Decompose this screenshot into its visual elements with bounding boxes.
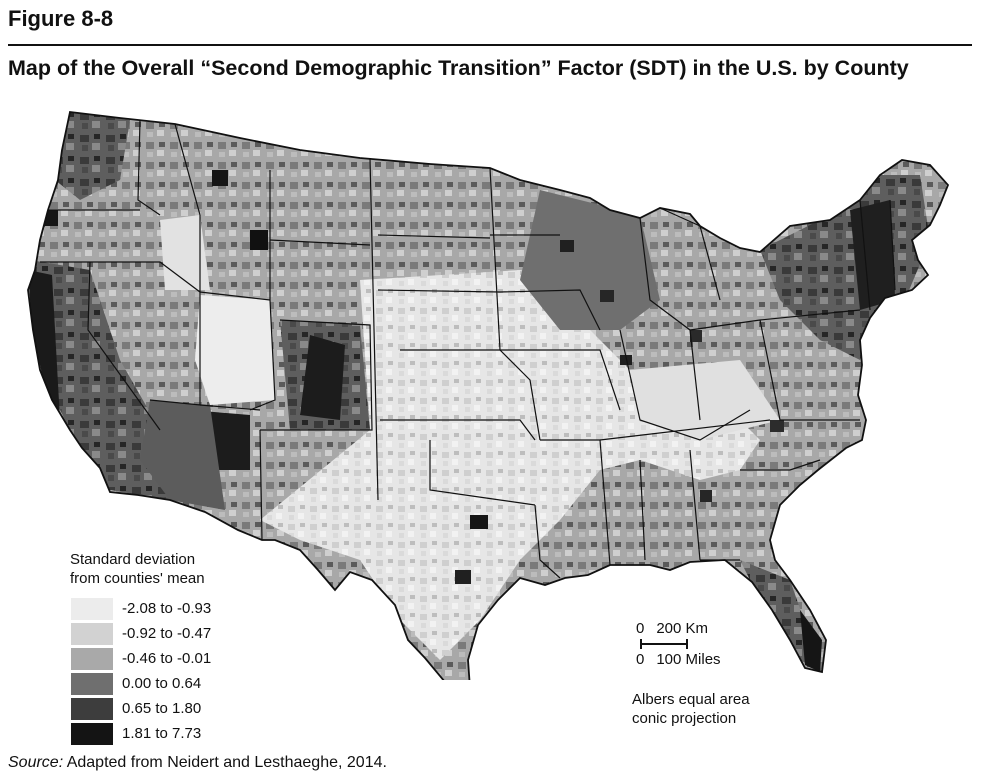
scale-mi-zero: 0 — [636, 651, 645, 668]
legend-item: -0.92 to -0.47 — [70, 621, 211, 646]
legend-item: 0.65 to 1.80 — [70, 696, 211, 721]
legend-swatch — [70, 596, 114, 621]
scale-mi-label: 100 Miles — [656, 651, 721, 668]
legend-items: -2.08 to -0.93 -0.92 to -0.47 -0.46 to -… — [70, 596, 211, 746]
scale-bar-graphic — [640, 639, 688, 649]
legend-label: -0.92 to -0.47 — [122, 625, 212, 642]
legend-item: -0.46 to -0.01 — [70, 646, 211, 671]
legend-title-line-1: Standard deviation — [70, 551, 196, 568]
legend-label: 0.00 to 0.64 — [122, 675, 202, 692]
projection-note: Albers equal area conic projection — [632, 690, 750, 728]
legend-item: 0.00 to 0.64 — [70, 671, 211, 696]
legend-label: -0.46 to -0.01 — [122, 650, 212, 667]
figure-title: Map of the Overall “Second Demographic T… — [8, 56, 909, 80]
legend-swatch — [70, 721, 114, 746]
legend-swatch — [70, 621, 114, 646]
figure-label: Figure 8-8 — [8, 6, 114, 31]
legend-swatch — [70, 696, 114, 721]
legend-label: -2.08 to -0.93 — [122, 600, 212, 617]
scale-km-zero: 0 — [636, 620, 645, 637]
us-county-map — [27, 111, 949, 680]
legend-item: -2.08 to -0.93 — [70, 596, 211, 621]
scale-bar: 0 200 Km 0 100 Miles — [636, 620, 721, 668]
legend-title-line-2: from counties' mean — [70, 570, 205, 587]
source-text: Adapted from Neidert and Lesthaeghe, 201… — [66, 754, 387, 771]
scale-km-label: 200 Km — [656, 620, 709, 637]
source-note: Source: Adapted from Neidert and Lesthae… — [8, 754, 387, 772]
legend-swatch — [70, 671, 114, 696]
legend-title: Standard deviation from counties' mean — [70, 550, 211, 588]
projection-line-1: Albers equal area — [632, 691, 750, 708]
map-legend: Standard deviation from counties' mean -… — [70, 550, 211, 746]
legend-label: 0.65 to 1.80 — [122, 700, 202, 717]
legend-swatch — [70, 646, 114, 671]
legend-label: 1.81 to 7.73 — [122, 725, 202, 742]
title-divider — [8, 44, 972, 46]
projection-line-2: conic projection — [632, 710, 737, 727]
legend-item: 1.81 to 7.73 — [70, 721, 211, 746]
source-prefix: Source: — [8, 754, 64, 771]
